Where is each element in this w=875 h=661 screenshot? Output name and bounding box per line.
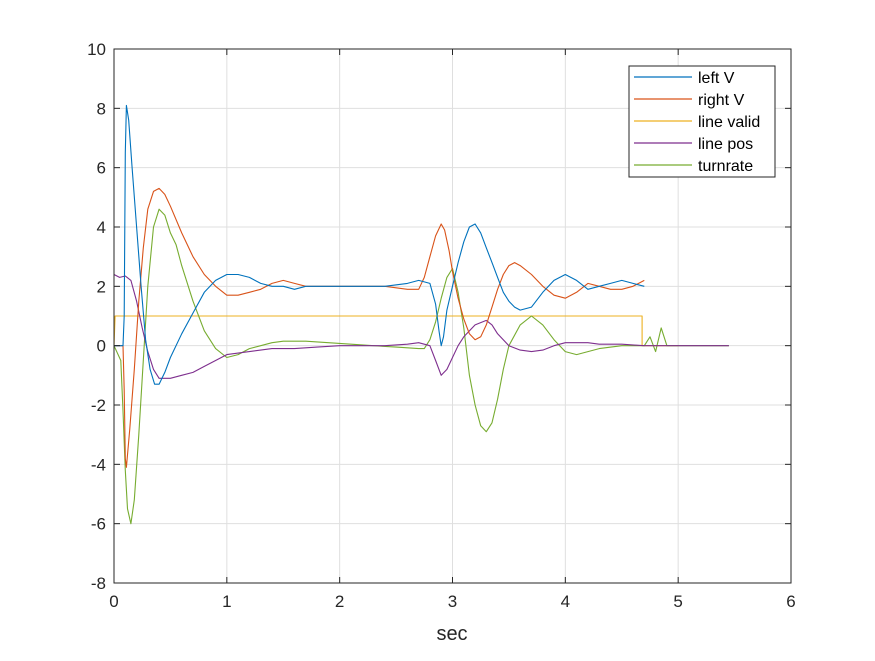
series-group: [113, 104, 729, 525]
y-tick-label: -2: [91, 396, 106, 415]
legend-label-left-v: left V: [698, 70, 735, 87]
series-line-right-v: [114, 187, 645, 468]
y-tick-label: -4: [91, 455, 106, 474]
y-tick-label: 10: [87, 40, 106, 59]
series-line-turnrate: [113, 208, 729, 525]
y-tick-label: 2: [97, 277, 106, 296]
y-tick-label: 8: [97, 99, 106, 118]
legend-label-line-valid: line valid: [698, 114, 760, 131]
x-tick-label: 0: [109, 592, 118, 611]
x-tick-label: 5: [673, 592, 682, 611]
x-tick-label: 2: [335, 592, 344, 611]
x-tick-label: 4: [561, 592, 570, 611]
ticks: [113, 48, 792, 584]
legend-items: left V right V line valid line pos turnrate: [634, 70, 760, 175]
y-tick-label: -6: [91, 515, 106, 534]
series-line-line-pos: [113, 274, 729, 379]
series-line-left-v: [114, 104, 645, 385]
legend-label-line-pos: line pos: [698, 136, 753, 153]
y-tick-label: 0: [97, 337, 106, 356]
y-tick-labels: -8 -6 -4 -2 0 2 4 6 8 10: [87, 40, 106, 593]
x-tick-label: 1: [222, 592, 231, 611]
y-tick-label: 4: [97, 218, 106, 237]
legend[interactable]: left V right V line valid line pos turnrate: [628, 65, 776, 178]
x-axis-label: sec: [436, 623, 467, 645]
x-tick-label: 6: [786, 592, 795, 611]
legend-label-right-v: right V: [698, 92, 745, 109]
x-tick-label: 3: [448, 592, 457, 611]
y-tick-label: -8: [91, 574, 106, 593]
y-tick-label: 6: [97, 159, 106, 178]
x-tick-labels: 0 1 2 3 4 5 6: [109, 592, 795, 611]
legend-label-turnrate: turnrate: [698, 158, 753, 175]
